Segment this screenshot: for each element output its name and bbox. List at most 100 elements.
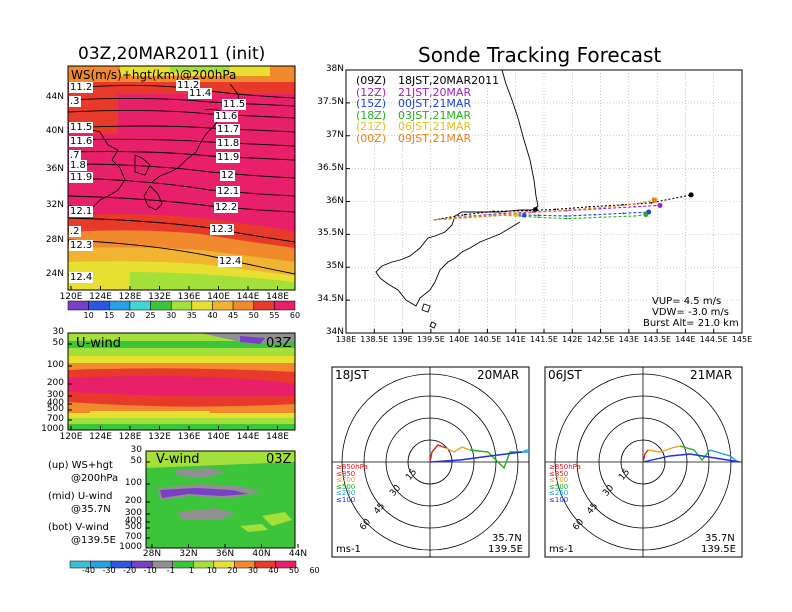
vwind-time: 03Z <box>266 452 292 467</box>
vwind-lat-label: 44N <box>288 549 308 559</box>
wind-rose-level: ≤850 <box>336 469 356 478</box>
vwind-p-label: 100 <box>124 478 142 488</box>
ws-lat-label: 32N <box>45 200 64 210</box>
sonde-track-point <box>503 213 506 216</box>
ws-lon-label: 128E <box>118 292 142 302</box>
sonde-track-point <box>469 216 472 219</box>
sonde-track-point <box>537 216 540 219</box>
wind-rose-trace <box>445 446 471 453</box>
ws-lat-label: 24N <box>45 269 64 279</box>
wind-rose-trace <box>642 449 649 463</box>
wind-rose-level: ≤700 <box>336 476 356 484</box>
track-lon-label: 143.5E <box>643 335 672 344</box>
legend-bot2: @139.5E <box>71 535 116 546</box>
ws-edge-label: 11.2 <box>69 82 94 93</box>
track-lon-label: 140E <box>448 335 470 344</box>
uwind-lon-label: 148E <box>266 432 289 442</box>
uwind-p-label: 500 <box>46 404 64 414</box>
track-lat-label: 36N <box>325 195 344 206</box>
vwind-p-label: 500 <box>124 522 142 532</box>
sonde-track-point <box>565 217 568 220</box>
track-lat-label: 37N <box>325 129 344 140</box>
ws-colorbar-cell <box>170 300 193 311</box>
sonde-track-point <box>463 213 466 216</box>
launch-utc: (12Z) <box>356 85 387 99</box>
ws-lon-label: 148E <box>266 292 289 302</box>
sonde-track-point <box>554 208 557 211</box>
vwind-p-label: 1000 <box>119 542 142 552</box>
ws-colorbar-label: 15 <box>104 311 115 320</box>
sonde-track-point <box>526 209 528 212</box>
ws-colorbar-label: 45 <box>227 311 239 320</box>
vwind-p-label: 400 <box>124 516 142 526</box>
uv-colorbar-label: -10 <box>143 566 157 575</box>
legend-mid2: @35.7N <box>71 504 111 515</box>
uwind-ticks <box>68 332 278 431</box>
vwind-frame <box>145 450 296 549</box>
ws-colorbar-cell <box>253 300 275 311</box>
uv-colorbar-label: -1 <box>166 566 175 575</box>
ws-colorbar-label: 30 <box>166 311 177 320</box>
uwind-label: U-wind <box>76 336 121 351</box>
ws-edge-label: 11.9 <box>69 172 94 183</box>
ws-edge-label: 1.8 <box>69 160 87 171</box>
ws-colorbar-cell <box>212 300 234 311</box>
ws-lon-label: 136E <box>177 292 201 302</box>
ws-edge-label: .3 <box>69 96 81 107</box>
rose1-lon: 139.5E <box>488 544 523 555</box>
uwind-p-label: 30 <box>52 327 64 337</box>
track-lat-label: 37.5N <box>317 96 344 107</box>
track-lon-label: 145E <box>731 335 753 344</box>
rose2-unit: ms-1 <box>549 544 574 555</box>
track-lat-label: 35N <box>325 261 344 272</box>
wind-rose-level: ≤850 <box>549 469 569 478</box>
uwind-p-label: 300 <box>46 390 64 400</box>
sonde-track-point <box>594 213 596 216</box>
uwind-time: 03Z <box>266 336 292 351</box>
sonde-track-point <box>565 215 568 217</box>
sonde-track-point <box>588 205 591 208</box>
uwind-p-label: 100 <box>46 360 64 370</box>
sonde-track-line <box>433 194 692 221</box>
track-map-coast <box>375 69 539 329</box>
track-map-grid <box>345 69 743 334</box>
sonde-track-point <box>633 205 636 208</box>
ws-edge-label: 12.3 <box>69 240 94 251</box>
vwind-label: V-wind <box>156 452 200 467</box>
ws-colorbar-cell <box>88 300 110 311</box>
ws-edge-label: 12.4 <box>69 272 94 283</box>
vwind-lat-label: 28N <box>142 549 162 559</box>
sonde-track-point <box>492 214 494 217</box>
rose2-date: 21MAR <box>690 368 733 382</box>
ws-lon-label: 140E <box>207 292 230 302</box>
launch-jst: 18JST,20MAR2011 <box>398 74 500 87</box>
ws-contour-label: 12.4 <box>218 256 243 267</box>
rose2-time: 06JST <box>548 368 582 382</box>
ws-colorbar-label: 10 <box>83 311 94 320</box>
rose2-lat: 35.7N <box>705 533 735 544</box>
ws-colorbar-cell <box>129 300 151 311</box>
ws-lon-label: 124E <box>89 292 112 302</box>
track-lat-label: 34N <box>325 327 344 337</box>
sonde-track-end <box>657 202 663 208</box>
legend-up2: @200hPa <box>71 473 119 484</box>
ws-contour-label: 12.2 <box>214 202 239 213</box>
wind-rose-trace <box>709 449 739 463</box>
forecast-title: Sonde Tracking Forecast <box>418 43 662 67</box>
ws-colorbar <box>67 300 296 311</box>
sonde-track-point <box>622 212 625 215</box>
uwind-p-label: 200 <box>46 378 64 388</box>
sonde-tracks <box>433 192 694 221</box>
sonde-track-point <box>633 203 636 206</box>
sonde-track-end <box>643 212 649 218</box>
vwind-heatmap <box>146 451 295 548</box>
uv-colorbar-label: 20 <box>227 566 238 575</box>
launch-jst: 00JST,21MAR <box>398 97 472 110</box>
ws-colorbar-cell <box>191 300 213 311</box>
uwind-p-label: 400 <box>46 398 64 408</box>
wind-rose-level: ≤100 <box>336 495 356 504</box>
ws-contour-label: 12.1 <box>216 186 241 197</box>
track-lon-label: 143E <box>618 335 640 344</box>
ws-colorbar-label: 50 <box>248 311 259 320</box>
